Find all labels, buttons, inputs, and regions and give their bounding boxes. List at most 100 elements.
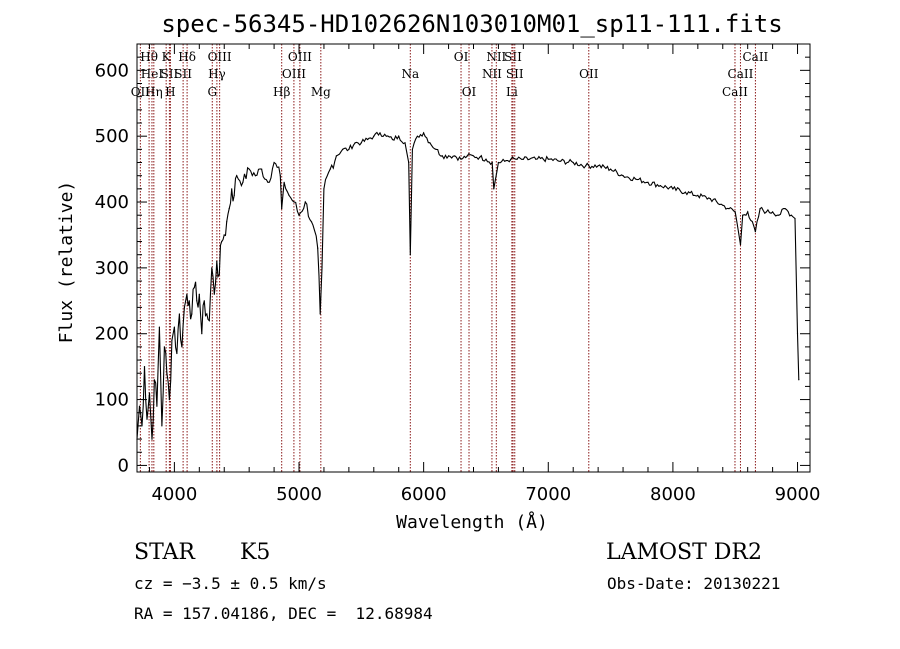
y-tick-label: 500 [95,126,129,147]
spectrum-point [348,148,350,150]
spectrum-point [672,188,674,190]
spectrum-point [201,333,203,335]
y-tick-label: 300 [95,258,129,279]
spectrum-point [429,142,431,144]
spectral-line-label: Hβ [273,85,290,99]
spectrum-point [321,267,323,269]
spectrum-point [221,240,223,243]
spectrum-point [317,247,319,249]
spectrum-point [166,372,168,374]
spectrum-point [216,260,218,262]
spectrum-point [754,231,757,233]
spectrum-point [472,155,475,157]
spectral-line-label: H [165,85,175,99]
spectrum-point [479,156,481,158]
spectrum-point [183,306,185,308]
spectrum-point [335,155,337,157]
spectrum-point [213,293,215,295]
spectrum-point [765,211,768,213]
spectrum-point [441,155,443,157]
spectrum-point [203,300,205,302]
spectrum-point [385,135,387,137]
x-tick-label: 9000 [775,484,821,505]
spectrum-point [206,313,208,315]
spectrum-point [391,138,394,141]
spectrum-point [198,293,200,295]
redshift-cz: cz = −3.5 ± 0.5 km/s [134,574,327,593]
spectrum-point [242,181,244,183]
spectrum-point [585,165,587,167]
spectrum-point [734,211,736,213]
spectrum-point [193,287,195,289]
x-tick-label: 7000 [525,484,571,505]
spectrum-point [367,138,369,141]
spectral-line-label: SII [504,50,522,64]
spectrum-point [273,161,275,164]
object-subclass: K5 [240,540,271,565]
spectral-line-label: OII [579,67,599,81]
spectrum-point [622,175,624,177]
spectrum-point [647,181,649,183]
spectrum-point [522,158,525,160]
spectrum-point [342,148,344,150]
spectrum-point [697,194,699,196]
y-tick-label: 200 [95,324,129,345]
spectrum-point [411,148,413,150]
plot-frame [136,43,811,473]
spectrum-point [659,185,662,187]
spectrum-point [158,326,160,328]
spectral-line-label: SII [161,67,179,81]
spectrum-point [191,313,193,315]
spectrum-point [228,208,230,210]
spectrum-point [236,175,238,177]
spectrum-point [186,293,188,295]
spectrum-point [408,161,410,164]
spectrum-point [323,188,325,190]
spectrum-point [163,346,165,348]
spectrum-point [360,142,362,144]
spectrum-point [373,135,375,137]
spectrum-point [248,168,250,170]
spectrum-point [279,175,281,177]
spectrum-point [226,221,228,223]
axis-ticks: 4000 5000 6000 7000 8000 9000 0 100 200 300 400 500… [95,44,821,505]
spectral-line-label: CaII [728,67,754,81]
spectrum-point [448,155,450,157]
x-tick-label: 6000 [401,484,447,505]
spectrum-point [460,158,462,160]
spectrum-point [535,158,537,160]
spectrum-point [572,161,574,164]
spectrum-point [267,181,269,183]
spectrum-point [293,201,295,203]
spectrum-point [772,211,774,213]
spectrum-point [790,214,792,216]
spectral-line-label: OIII [288,50,312,64]
spectrum-point [168,399,170,401]
spectrum-point [722,204,724,206]
spectral-line-label: NII [486,50,506,64]
spectrum-point [778,214,780,216]
spectrum-point [794,217,796,220]
ra-dec-coordinates: RA = 157.04186, DEC = 12.68984 [134,604,433,623]
spectrum-point [181,346,183,348]
spectrum-point [288,194,290,196]
spectrum-point [188,300,190,302]
spectral-line-label: OIII [208,50,232,64]
spectral-line-label: G [207,85,217,99]
spectral-line-label: Hη [145,85,163,99]
spectrum-plot [136,131,800,440]
spectrum-point [485,158,487,160]
spectrum-point [435,148,437,150]
spectrum-point [138,405,141,407]
spectrum-point [759,208,761,210]
survey-name: LAMOST DR2 [606,540,762,565]
spectrum-point [143,366,146,368]
spectrum-point [254,175,256,177]
y-tick-label: 100 [95,390,129,411]
spectral-line-label: Hθ [140,50,158,64]
spectrum-point [684,191,687,193]
spectrum-point [728,208,730,210]
spectrum-point [146,418,148,420]
spectrum-point [319,313,321,315]
